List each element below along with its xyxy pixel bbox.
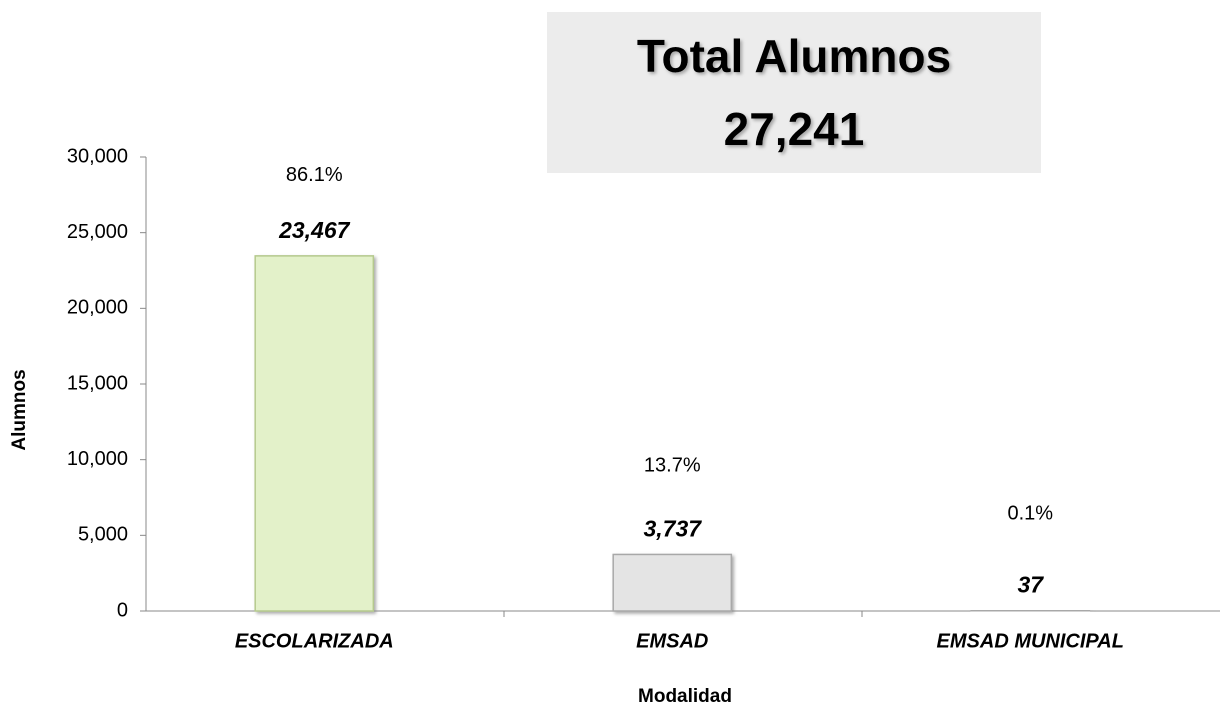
y-tick-label: 5,000 — [78, 524, 128, 546]
y-tick-label: 10,000 — [67, 448, 128, 470]
value-label: 37 — [1017, 572, 1044, 598]
y-axis-title: Alumnos — [9, 369, 30, 450]
x-tick-label: EMSAD MUNICIPAL — [937, 630, 1124, 652]
bar — [612, 553, 733, 612]
percent-label: 0.1% — [1007, 503, 1053, 525]
total-title: Total Alumnos — [637, 30, 951, 82]
y-tick-label: 20,000 — [67, 297, 128, 319]
x-axis-title: Modalidad — [638, 686, 732, 707]
value-label: 3,737 — [643, 516, 702, 542]
y-tick-label: 15,000 — [67, 372, 128, 394]
value-label: 23,467 — [278, 217, 351, 243]
y-tick-label: 30,000 — [67, 145, 128, 167]
x-tick-label: EMSAD — [636, 630, 708, 652]
bar — [970, 609, 1091, 612]
y-tick-label: 0 — [117, 599, 128, 621]
percent-label: 13.7% — [644, 455, 701, 477]
y-tick-label: 25,000 — [67, 221, 128, 243]
x-tick-label: ESCOLARIZADA — [235, 630, 394, 652]
total-value: 27,241 — [724, 103, 865, 155]
percent-label: 86.1% — [286, 164, 343, 186]
bar — [254, 255, 375, 612]
total-box — [547, 12, 1041, 173]
